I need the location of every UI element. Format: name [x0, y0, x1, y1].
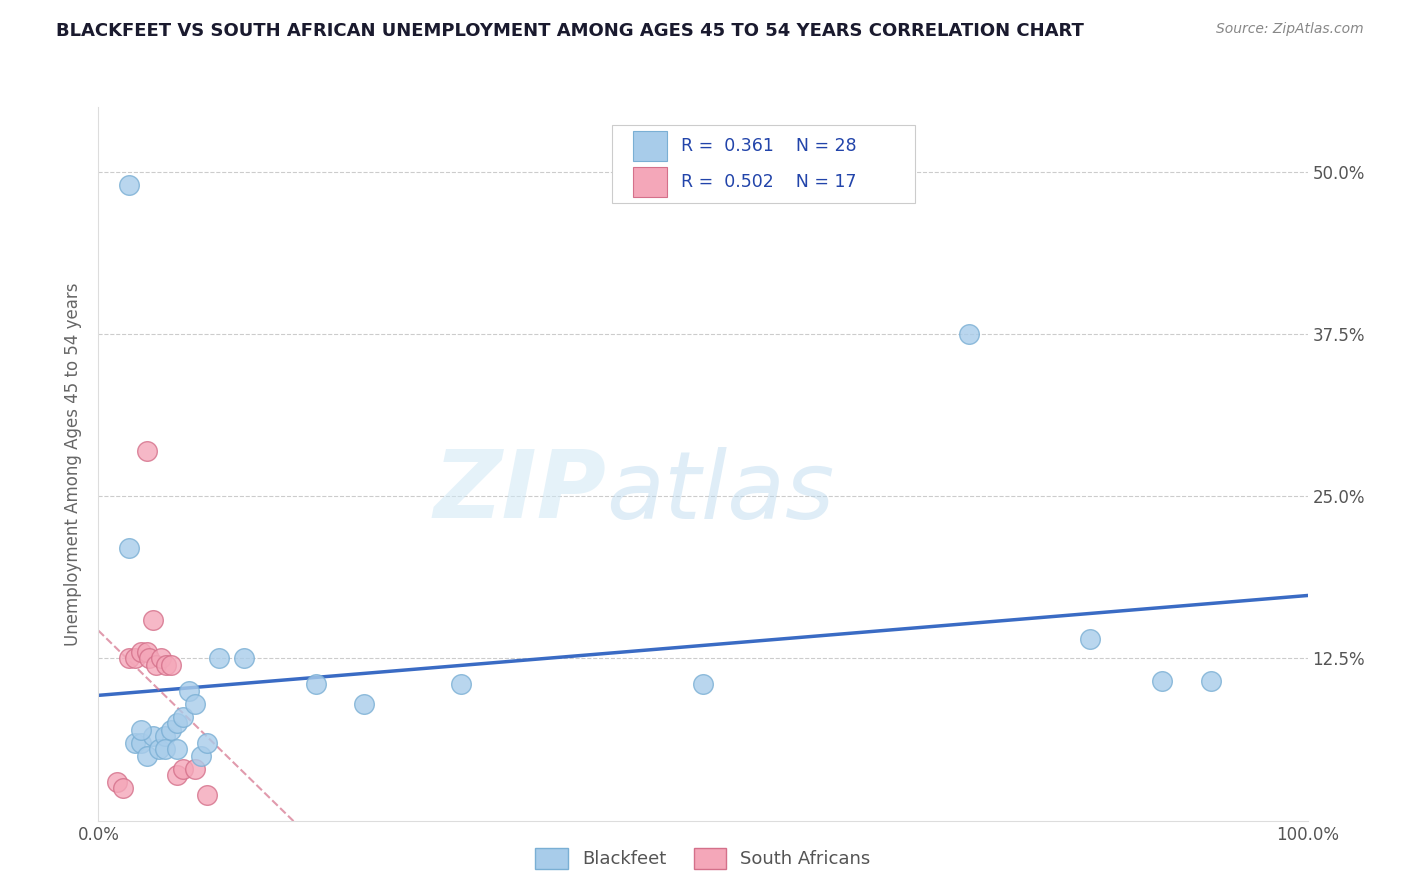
Point: [208, 651, 231, 665]
Point: [195, 736, 218, 750]
FancyBboxPatch shape: [633, 131, 666, 161]
Text: R =  0.361    N = 28: R = 0.361 N = 28: [682, 137, 856, 155]
Point: [138, 651, 160, 665]
Point: [135, 645, 157, 659]
Point: [111, 781, 134, 796]
Point: [195, 788, 218, 802]
Point: [166, 742, 188, 756]
Point: [145, 657, 167, 672]
Point: [142, 613, 165, 627]
Point: [105, 774, 128, 789]
Point: [118, 651, 141, 665]
Point: [129, 736, 152, 750]
Point: [124, 736, 146, 750]
FancyBboxPatch shape: [613, 125, 915, 203]
Point: [160, 723, 183, 737]
Point: [153, 729, 176, 743]
Text: atlas: atlas: [606, 447, 835, 538]
Point: [118, 541, 141, 556]
Point: [353, 697, 375, 711]
Point: [1152, 673, 1174, 688]
Point: [166, 768, 188, 782]
Text: ZIP: ZIP: [433, 446, 606, 539]
Point: [232, 651, 254, 665]
Point: [124, 651, 146, 665]
Point: [1078, 632, 1101, 646]
Point: [184, 697, 207, 711]
FancyBboxPatch shape: [633, 167, 666, 197]
Text: BLACKFEET VS SOUTH AFRICAN UNEMPLOYMENT AMONG AGES 45 TO 54 YEARS CORRELATION CH: BLACKFEET VS SOUTH AFRICAN UNEMPLOYMENT …: [56, 22, 1084, 40]
Point: [129, 723, 152, 737]
Point: [155, 657, 177, 672]
Point: [135, 443, 157, 458]
Point: [305, 677, 328, 691]
Text: Source: ZipAtlas.com: Source: ZipAtlas.com: [1216, 22, 1364, 37]
Point: [166, 716, 188, 731]
Text: R =  0.502    N = 17: R = 0.502 N = 17: [682, 173, 856, 191]
Point: [148, 742, 170, 756]
Point: [190, 748, 212, 763]
Point: [692, 677, 714, 691]
Legend: Blackfeet, South Africans: Blackfeet, South Africans: [529, 840, 877, 876]
Point: [160, 657, 183, 672]
Point: [450, 677, 472, 691]
Point: [172, 710, 194, 724]
Y-axis label: Unemployment Among Ages 45 to 54 years: Unemployment Among Ages 45 to 54 years: [65, 282, 83, 646]
Point: [957, 327, 980, 342]
Point: [153, 742, 176, 756]
Point: [150, 651, 173, 665]
Point: [135, 748, 157, 763]
Point: [179, 684, 201, 698]
Point: [118, 178, 141, 192]
Point: [129, 645, 152, 659]
Point: [172, 762, 194, 776]
Point: [1199, 673, 1222, 688]
Point: [142, 729, 165, 743]
Point: [184, 762, 207, 776]
